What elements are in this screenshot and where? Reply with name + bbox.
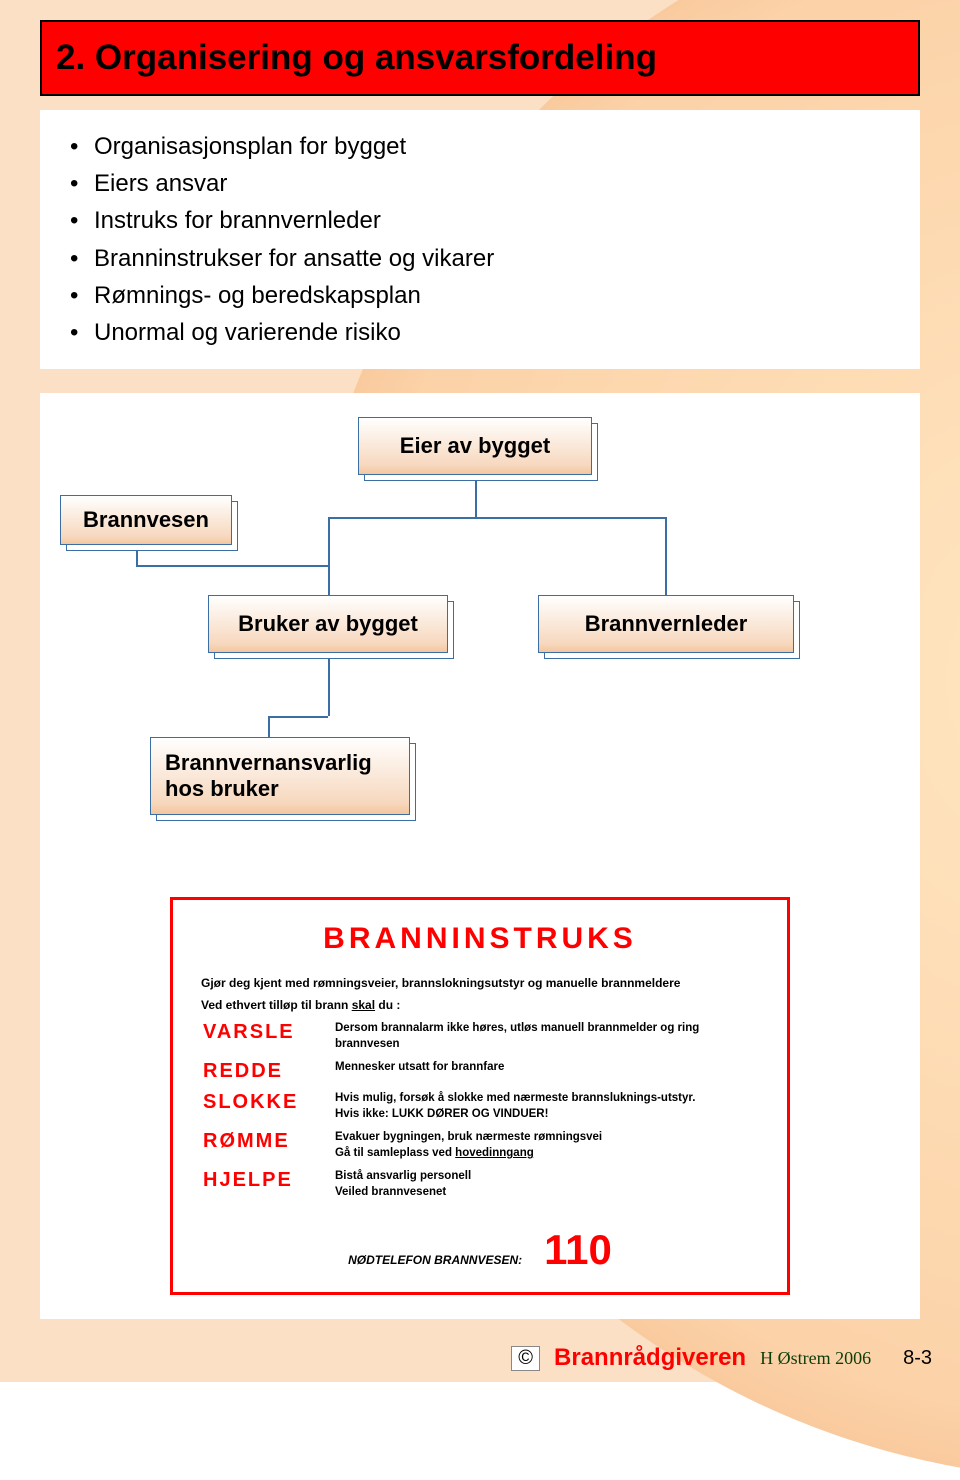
instruks-action-row: RØMMEEvakuer bygningen, bruk nærmeste rø… — [203, 1130, 757, 1167]
org-node-label: Brannvesen — [83, 507, 209, 533]
bullet-item: •Rømnings- og beredskapsplan — [70, 277, 896, 314]
footer-author: H Østrem 2006 — [760, 1348, 871, 1369]
org-node-label: Eier av bygget — [400, 433, 550, 459]
bullet-text: Eiers ansvar — [94, 165, 227, 202]
copyright-symbol: © — [511, 1346, 540, 1371]
org-node-label: Brannvernleder — [585, 611, 748, 637]
connector-line — [328, 517, 666, 519]
org-node-ansvarlig: Brannvernansvarlig hos bruker — [150, 737, 410, 815]
instruks-intro-2: Ved ethvert tilløp til brann skal du : — [201, 998, 759, 1014]
footer-page-number: 8-3 — [903, 1347, 932, 1370]
org-node-brannvesen: Brannvesen — [60, 495, 232, 545]
org-node-eier: Eier av bygget — [358, 417, 592, 475]
bullet-text: Instruks for brannvernleder — [94, 202, 381, 239]
instruks-action-label: RØMME — [203, 1130, 333, 1167]
connector-line — [328, 653, 330, 716]
org-node-brannvernleder: Brannvernleder — [538, 595, 794, 653]
org-chart-panel: Eier av bygget Brannvesen Bruker av bygg… — [40, 393, 920, 1319]
section-title: 2. Organisering og ansvarsfordeling — [56, 38, 657, 77]
connector-line — [268, 716, 328, 718]
bullet-text: Rømnings- og beredskapsplan — [94, 277, 421, 314]
connector-line — [328, 517, 330, 595]
bullet-text: Organisasjonsplan for bygget — [94, 128, 406, 165]
bullet-marker: • — [70, 240, 94, 277]
bullet-marker: • — [70, 314, 94, 351]
connector-line — [136, 565, 328, 567]
instruks-intro-1: Gjør deg kjent med rømningsveier, branns… — [201, 976, 759, 992]
branninstruks-card: BRANNINSTRUKS Gjør deg kjent med rømning… — [170, 897, 790, 1295]
emergency-number: 110 — [544, 1226, 612, 1274]
instruks-action-desc: Hvis mulig, forsøk å slokke med nærmeste… — [335, 1091, 757, 1128]
bullet-text: Branninstrukser for ansatte og vikarer — [94, 240, 494, 277]
instruks-action-label: HJELPE — [203, 1169, 333, 1206]
bullet-item: •Branninstrukser for ansatte og vikarer — [70, 240, 896, 277]
instruks-action-label: SLOKKE — [203, 1091, 333, 1128]
emergency-label: NØDTELEFON BRANNVESEN: — [348, 1253, 522, 1267]
instruks-action-row: SLOKKEHvis mulig, forsøk å slokke med næ… — [203, 1091, 757, 1128]
footer-brand: Brannrådgiveren — [554, 1344, 746, 1372]
org-node-label: Bruker av bygget — [238, 611, 418, 637]
bullet-list: •Organisasjonsplan for bygget•Eiers ansv… — [40, 110, 920, 369]
instruks-action-desc: Evakuer bygningen, bruk nærmeste rømning… — [335, 1130, 757, 1167]
bullet-marker: • — [70, 165, 94, 202]
bullet-marker: • — [70, 128, 94, 165]
bullet-item: •Organisasjonsplan for bygget — [70, 128, 896, 165]
instruks-action-desc: Bistå ansvarlig personellVeiled brannves… — [335, 1169, 757, 1206]
instruks-action-label: REDDE — [203, 1060, 333, 1089]
instruks-action-row: HJELPEBistå ansvarlig personellVeiled br… — [203, 1169, 757, 1206]
org-chart: Eier av bygget Brannvesen Bruker av bygg… — [50, 417, 910, 897]
emergency-row: NØDTELEFON BRANNVESEN: 110 — [201, 1226, 759, 1274]
connector-line — [665, 517, 667, 595]
bullet-item: •Instruks for brannvernleder — [70, 202, 896, 239]
instruks-action-row: VARSLEDersom brannalarm ikke høres, utlø… — [203, 1021, 757, 1058]
bullet-marker: • — [70, 202, 94, 239]
bullet-item: •Unormal og varierende risiko — [70, 314, 896, 351]
instruks-action-desc: Mennesker utsatt for brannfare — [335, 1060, 757, 1089]
instruks-action-label: VARSLE — [203, 1021, 333, 1058]
instruks-title: BRANNINSTRUKS — [201, 922, 759, 956]
section-title-bar: 2. Organisering og ansvarsfordeling — [40, 20, 920, 96]
bullet-item: •Eiers ansvar — [70, 165, 896, 202]
instruks-actions-table: VARSLEDersom brannalarm ikke høres, utlø… — [201, 1019, 759, 1208]
org-node-label: Brannvernansvarlig hos bruker — [165, 750, 401, 802]
bullet-marker: • — [70, 277, 94, 314]
bullet-text: Unormal og varierende risiko — [94, 314, 401, 351]
connector-line — [475, 477, 477, 517]
instruks-action-row: REDDEMennesker utsatt for brannfare — [203, 1060, 757, 1089]
instruks-action-desc: Dersom brannalarm ikke høres, utløs manu… — [335, 1021, 757, 1058]
org-node-bruker: Bruker av bygget — [208, 595, 448, 653]
connector-line — [268, 716, 270, 738]
page-footer: © Brannrådgiveren H Østrem 2006 8-3 — [0, 1344, 960, 1372]
